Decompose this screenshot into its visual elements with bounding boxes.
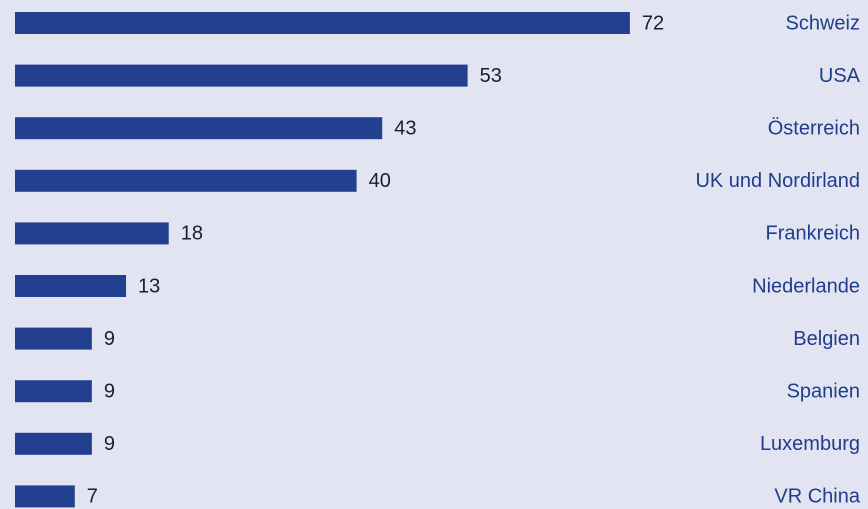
bar [15, 275, 127, 297]
bar [15, 327, 92, 350]
bar [15, 169, 357, 192]
category-label: Belgien [793, 328, 860, 350]
category-label: VR China [774, 486, 860, 508]
value-label: 9 [104, 380, 115, 402]
category-label: USA [819, 65, 861, 87]
category-label: Frankreich [766, 223, 860, 245]
value-label: 72 [642, 12, 664, 34]
category-label: Niederlande [752, 275, 860, 297]
bar [15, 432, 92, 455]
category-label: Spanien [787, 380, 860, 402]
value-label: 18 [181, 223, 203, 245]
category-label: UK und Nordirland [695, 170, 860, 192]
value-label: 7 [87, 486, 98, 508]
category-label: Luxemburg [760, 433, 860, 455]
category-label: Schweiz [786, 12, 860, 34]
bar [15, 117, 383, 140]
value-label: 13 [138, 275, 160, 297]
bar [15, 380, 92, 403]
bar [15, 12, 630, 34]
bar [15, 485, 75, 508]
bar [15, 222, 169, 245]
value-label: 43 [394, 117, 416, 139]
value-label: 40 [369, 170, 391, 192]
value-label: 9 [104, 328, 115, 350]
category-label: Österreich [768, 117, 860, 139]
value-label: 53 [480, 65, 502, 87]
bar [15, 64, 468, 87]
value-label: 9 [104, 433, 115, 455]
